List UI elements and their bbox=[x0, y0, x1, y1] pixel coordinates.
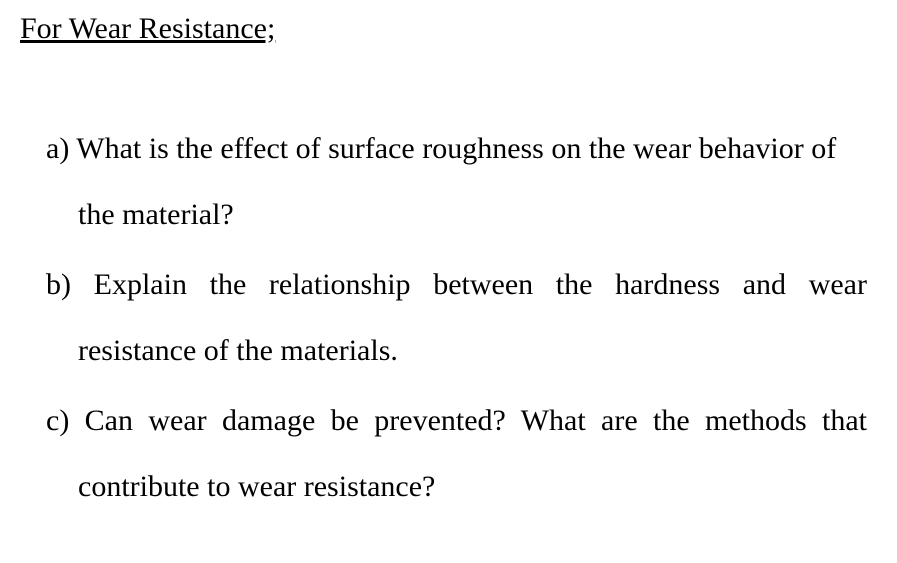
section-heading: For Wear Resistance; bbox=[20, 12, 867, 46]
question-a: a) What is the effect of surface roughne… bbox=[20, 116, 867, 248]
document-page: For Wear Resistance; a) What is the effe… bbox=[0, 0, 897, 536]
question-b: b) Explain the relationship between the … bbox=[20, 252, 867, 384]
question-c: c) Can wear damage be prevented? What ar… bbox=[20, 388, 867, 520]
